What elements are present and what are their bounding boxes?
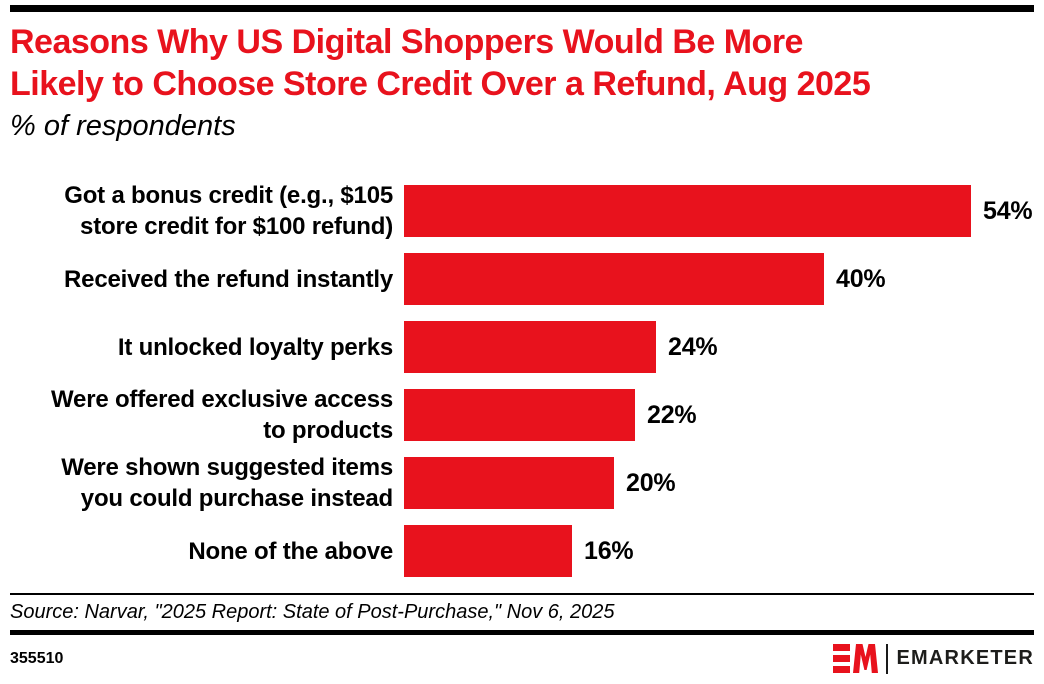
emarketer-logo: EMARKETER <box>832 643 1034 674</box>
chart-row: Were offered exclusive access to product… <box>10 386 1034 444</box>
bar <box>404 253 824 305</box>
top-rule <box>10 5 1034 12</box>
chart-row: Received the refund instantly 40% <box>10 253 1034 305</box>
bar-value-label: 40% <box>836 264 886 293</box>
bar-label: None of the above <box>188 537 393 565</box>
bar-value-label: 22% <box>647 400 697 429</box>
chart-subtitle: % of respondents <box>10 110 236 142</box>
bar-area: 16% <box>404 525 1034 577</box>
bar <box>404 457 614 509</box>
source-note: Source: Narvar, "2025 Report: State of P… <box>10 601 615 623</box>
bar-area: 24% <box>404 321 1034 373</box>
bar-value-label: 16% <box>584 536 634 565</box>
chart-row: Got a bonus credit (e.g., $105 store cre… <box>10 182 1034 240</box>
source-rule <box>10 593 1034 595</box>
bar-area: 22% <box>404 389 1034 441</box>
bar-value-label: 54% <box>983 196 1033 225</box>
bar-area: 54% <box>404 185 1034 237</box>
bar-label: It unlocked loyalty perks <box>117 333 393 361</box>
brand-name: EMARKETER <box>896 647 1034 669</box>
bar <box>404 389 635 441</box>
bar-value-label: 20% <box>626 468 676 497</box>
bar-area: 20% <box>404 457 1034 509</box>
bar-label: Received the refund instantly <box>64 265 393 293</box>
logo-divider <box>885 643 888 674</box>
bar <box>404 185 971 237</box>
bar-area: 40% <box>404 253 1034 305</box>
footer: 355510 EMARKETER <box>10 643 1034 674</box>
chart-id: 355510 <box>10 649 64 667</box>
page: Reasons Why US Digital Shoppers Would Be… <box>0 5 1044 674</box>
page-title: Reasons Why US Digital Shoppers Would Be… <box>10 23 871 103</box>
bar <box>404 525 572 577</box>
emarketer-logo-mark-icon <box>832 644 878 673</box>
chart-row: None of the above 16% <box>10 525 1034 577</box>
bar <box>404 321 656 373</box>
footer-rule <box>10 630 1034 635</box>
bar-chart: Got a bonus credit (e.g., $105 store cre… <box>10 182 1034 577</box>
bar-label: Were shown suggested items you could pur… <box>61 454 393 512</box>
chart-row: It unlocked loyalty perks 24% <box>10 321 1034 373</box>
bar-value-label: 24% <box>668 332 718 361</box>
bar-label: Were offered exclusive access to product… <box>51 386 393 444</box>
bar-label: Got a bonus credit (e.g., $105 store cre… <box>64 182 393 240</box>
chart-row: Were shown suggested items you could pur… <box>10 454 1034 512</box>
